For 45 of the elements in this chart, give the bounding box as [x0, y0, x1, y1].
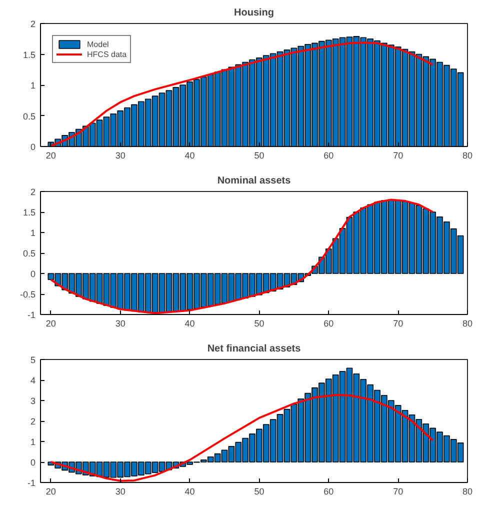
- x-tick-label: 40: [184, 486, 195, 496]
- legend-label: Model: [87, 39, 109, 49]
- x-tick-label: 30: [115, 150, 126, 160]
- x-tick-label: 60: [324, 150, 334, 160]
- y-tick-label: 2: [30, 187, 36, 197]
- y-tick-label: 0.5: [22, 248, 36, 258]
- chart-title: Net financial assets: [207, 344, 302, 354]
- y-tick-label: -1: [28, 310, 36, 320]
- y-tick-label: 0: [30, 458, 36, 468]
- x-tick-label: 60: [324, 318, 334, 328]
- y-tick-label: 1: [30, 80, 36, 90]
- chart-title: Nominal assets: [217, 176, 292, 186]
- x-tick-label: 30: [115, 486, 126, 496]
- y-tick-label: 1.5: [22, 208, 36, 218]
- y-tick-label: 3: [30, 396, 36, 406]
- y-tick-label: 2: [30, 416, 36, 426]
- x-tick-label: 40: [184, 150, 195, 160]
- x-tick-label: 70: [393, 486, 404, 496]
- y-tick-label: 0: [30, 269, 36, 279]
- x-tick-label: 20: [46, 486, 56, 496]
- y-tick-label: 1: [30, 228, 36, 238]
- x-tick-label: 50: [254, 318, 264, 328]
- y-tick-label: 0: [30, 142, 36, 152]
- legend-label: HFCS data: [87, 49, 127, 59]
- x-tick-label: 20: [46, 318, 56, 328]
- y-tick-label: 5: [30, 355, 36, 365]
- x-tick-label: 70: [393, 318, 404, 328]
- y-tick-label: 1: [30, 437, 36, 447]
- y-tick-label: 0.5: [22, 111, 36, 122]
- y-tick-label: 4: [30, 376, 36, 386]
- y-tick-label: -0.5: [20, 290, 36, 300]
- x-tick-label: 50: [254, 486, 264, 496]
- y-tick-label: 1.5: [22, 50, 36, 60]
- x-tick-label: 30: [115, 318, 126, 328]
- x-tick-label: 60: [324, 486, 334, 496]
- x-tick-label: 80: [462, 150, 473, 160]
- y-tick-label: 2: [30, 19, 36, 29]
- x-tick-label: 70: [393, 150, 404, 160]
- x-tick-label: 20: [46, 150, 56, 160]
- x-tick-label: 80: [462, 318, 473, 328]
- x-tick-label: 40: [184, 318, 195, 328]
- chart-title: Housing: [234, 8, 274, 18]
- y-tick-label: -1: [28, 478, 36, 488]
- x-tick-label: 50: [254, 150, 264, 160]
- x-tick-label: 80: [462, 486, 473, 496]
